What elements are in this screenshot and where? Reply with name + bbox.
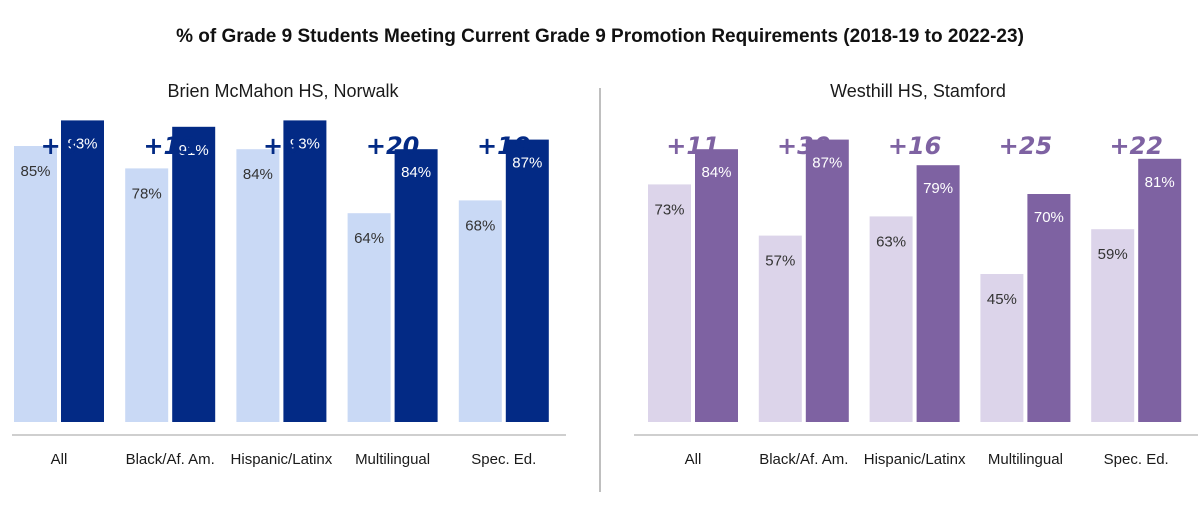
category-label: All: [51, 451, 68, 468]
data-label: 81%: [1145, 174, 1175, 191]
category-label: All: [685, 451, 702, 468]
category-label: Hispanic/Latinx: [231, 451, 333, 468]
data-label: 70%: [1034, 209, 1064, 226]
category-label: Black/Af. Am.: [126, 451, 215, 468]
category-label: Multilingual: [355, 451, 430, 468]
bar-2018-19: [980, 274, 1024, 422]
data-label: 93%: [67, 135, 97, 152]
bar-2018-19: [14, 146, 57, 422]
bar-2022-23: [1027, 194, 1071, 422]
bar-2022-23: [916, 165, 960, 422]
bar-2018-19: [758, 235, 802, 422]
bar-2022-23: [172, 126, 216, 423]
data-label: 87%: [812, 155, 842, 172]
data-label: 93%: [290, 135, 320, 152]
data-label: 63%: [876, 233, 906, 250]
category-label: Spec. Ed.: [471, 451, 536, 468]
category-label: Spec. Ed.: [1104, 451, 1169, 468]
category-label: Black/Af. Am.: [759, 451, 848, 468]
data-label: 59%: [1098, 246, 1128, 263]
change-label: +9: [263, 132, 300, 160]
category-label: Multilingual: [988, 451, 1063, 468]
data-label: 68%: [465, 217, 495, 234]
data-label: 85%: [20, 163, 50, 180]
bar-2018-19: [869, 216, 913, 422]
data-label: 64%: [354, 230, 384, 247]
category-label: Hispanic/Latinx: [864, 451, 966, 468]
bar-2022-23: [394, 149, 438, 422]
data-label: 57%: [765, 253, 795, 270]
panel-title-1: Brien McMahon HS, Norwalk: [167, 81, 399, 101]
change-label: +22: [1109, 132, 1163, 160]
bar-2022-23: [61, 120, 104, 423]
change-label: +19: [477, 132, 531, 160]
change-label: +16: [888, 132, 942, 160]
change-label: +13: [143, 132, 197, 160]
bar-2018-19: [236, 149, 280, 422]
bar-2018-19: [347, 213, 391, 422]
change-label: +20: [366, 132, 420, 160]
bar-2018-19: [648, 184, 691, 422]
change-label: +25: [999, 132, 1053, 160]
bar-2018-19: [125, 168, 169, 422]
data-label: 84%: [401, 164, 431, 181]
data-label: 79%: [923, 180, 953, 197]
bar-2022-23: [283, 120, 327, 423]
bar-2022-23: [505, 139, 549, 422]
bar-2018-19: [1091, 229, 1135, 422]
panel-title-2: Westhill HS, Stamford: [830, 81, 1006, 101]
data-label: 84%: [243, 166, 273, 183]
bar-2022-23: [695, 149, 738, 422]
bar-2022-23: [1138, 158, 1182, 423]
data-label: 45%: [987, 291, 1017, 308]
change-label: +8: [41, 132, 78, 160]
change-label: +30: [777, 132, 831, 160]
data-label: 78%: [132, 185, 162, 202]
data-label: 73%: [654, 201, 684, 218]
chart-title: % of Grade 9 Students Meeting Current Gr…: [176, 26, 1024, 47]
bar-2022-23: [805, 139, 849, 422]
change-label: +11: [666, 132, 720, 160]
data-label: 91%: [179, 142, 209, 159]
data-label: 84%: [701, 164, 731, 181]
data-label: 87%: [512, 155, 542, 172]
bar-2018-19: [458, 200, 502, 422]
